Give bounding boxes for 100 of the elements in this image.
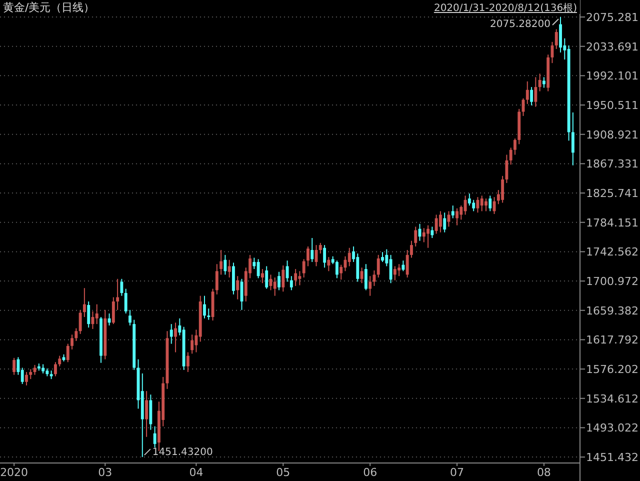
candlestick <box>207 308 210 320</box>
y-tick-label: 2033.691 <box>586 40 638 54</box>
candlestick <box>260 268 264 284</box>
candlestick <box>323 244 326 268</box>
candlestick <box>282 265 285 292</box>
candlestick <box>447 210 450 228</box>
candlestick <box>82 288 86 318</box>
candlestick <box>360 267 364 284</box>
y-tick-label: 1659.382 <box>586 304 638 318</box>
candlestick <box>42 364 45 374</box>
candlestick <box>451 205 454 219</box>
candlestick <box>215 264 218 295</box>
candlestick <box>327 256 330 272</box>
candlestick <box>153 426 156 448</box>
candlestick <box>402 260 405 272</box>
candlestick <box>571 112 574 166</box>
candlestick <box>505 154 508 184</box>
candlestick <box>294 268 298 286</box>
candlestick <box>426 224 430 248</box>
candlestick <box>464 195 467 216</box>
candlestick <box>29 368 32 380</box>
candlestick <box>422 228 426 243</box>
candlestick <box>368 276 372 296</box>
candlestick <box>190 334 194 354</box>
candlestick <box>108 312 111 326</box>
candlestick <box>124 288 128 314</box>
candlestick <box>286 260 289 282</box>
candlestick <box>526 80 529 104</box>
candlestick <box>393 266 396 281</box>
y-tick-label: 1867.331 <box>586 158 638 171</box>
candlestick <box>220 249 223 276</box>
candlestick <box>228 259 231 278</box>
candlestick <box>149 394 152 430</box>
candlestick <box>74 328 78 342</box>
candlestick <box>95 304 98 325</box>
candlestick <box>509 147 512 166</box>
candlestick <box>256 258 260 279</box>
candlestick <box>128 309 132 326</box>
candlestick <box>236 276 240 300</box>
candlestick <box>335 260 338 279</box>
candlestick <box>273 276 276 296</box>
x-tick-label: 04 <box>189 466 204 479</box>
candlestick <box>356 253 360 282</box>
candlestick <box>170 324 173 344</box>
candlestick <box>310 237 314 262</box>
y-tick-label: 1950.511 <box>586 99 638 112</box>
candlestick <box>398 264 401 277</box>
y-tick-label: 1493.022 <box>586 422 638 435</box>
x-tick-label: 2020 <box>0 466 28 479</box>
candlestick <box>87 300 90 328</box>
annotation: 2075.28200 <box>490 19 551 30</box>
x-tick-label: 03 <box>98 466 112 479</box>
candlestick <box>112 296 115 325</box>
candlestick <box>542 76 546 88</box>
x-tick-label: 07 <box>450 466 464 479</box>
candlestick <box>414 226 418 247</box>
candlestick <box>488 195 492 212</box>
candlestick <box>389 254 392 284</box>
candlestick <box>224 254 227 276</box>
candlestick <box>434 214 438 234</box>
y-tick-label: 1992.101 <box>586 70 638 83</box>
candlestick <box>298 270 302 286</box>
chart-title: 黄金/美元（日线） <box>3 1 95 14</box>
x-tick-label: 08 <box>536 466 551 479</box>
candlestick <box>438 210 442 233</box>
candlestick <box>340 264 343 280</box>
candlestick <box>66 343 70 363</box>
x-tick-label: 05 <box>276 466 290 479</box>
y-tick-label: 1825.741 <box>586 187 638 200</box>
candlestick <box>203 295 206 319</box>
x-tick-label: 06 <box>363 466 378 479</box>
annotation: 1451.43200 <box>152 447 213 458</box>
candlestick <box>376 254 380 278</box>
candlestick <box>186 352 190 373</box>
candlestick <box>278 271 280 291</box>
candlestick <box>538 73 542 92</box>
candlestick <box>70 334 74 350</box>
candlestick <box>476 196 480 214</box>
candlestick <box>364 264 368 291</box>
candlestick <box>174 322 177 353</box>
y-tick-label: 2075.281 <box>586 11 638 24</box>
y-tick-label: 1700.972 <box>586 275 638 288</box>
candlestick <box>484 198 488 212</box>
candlestick <box>265 266 268 290</box>
candlestick <box>514 138 516 156</box>
candlestick <box>501 175 504 204</box>
y-tick-label: 1784.151 <box>586 216 638 230</box>
candlestick <box>116 278 120 310</box>
candlestick <box>530 86 534 106</box>
candlestick <box>443 212 446 233</box>
candlestick <box>480 195 484 212</box>
y-tick-label: 1742.562 <box>586 246 638 259</box>
y-tick-label: 1576.202 <box>586 363 638 376</box>
y-tick-label: 1617.792 <box>586 334 638 347</box>
candlestick <box>145 390 148 438</box>
candlestick <box>54 362 57 377</box>
candlestick <box>554 28 558 50</box>
candlestick <box>12 357 16 376</box>
candlestick <box>25 372 28 386</box>
candlestick <box>290 276 293 291</box>
